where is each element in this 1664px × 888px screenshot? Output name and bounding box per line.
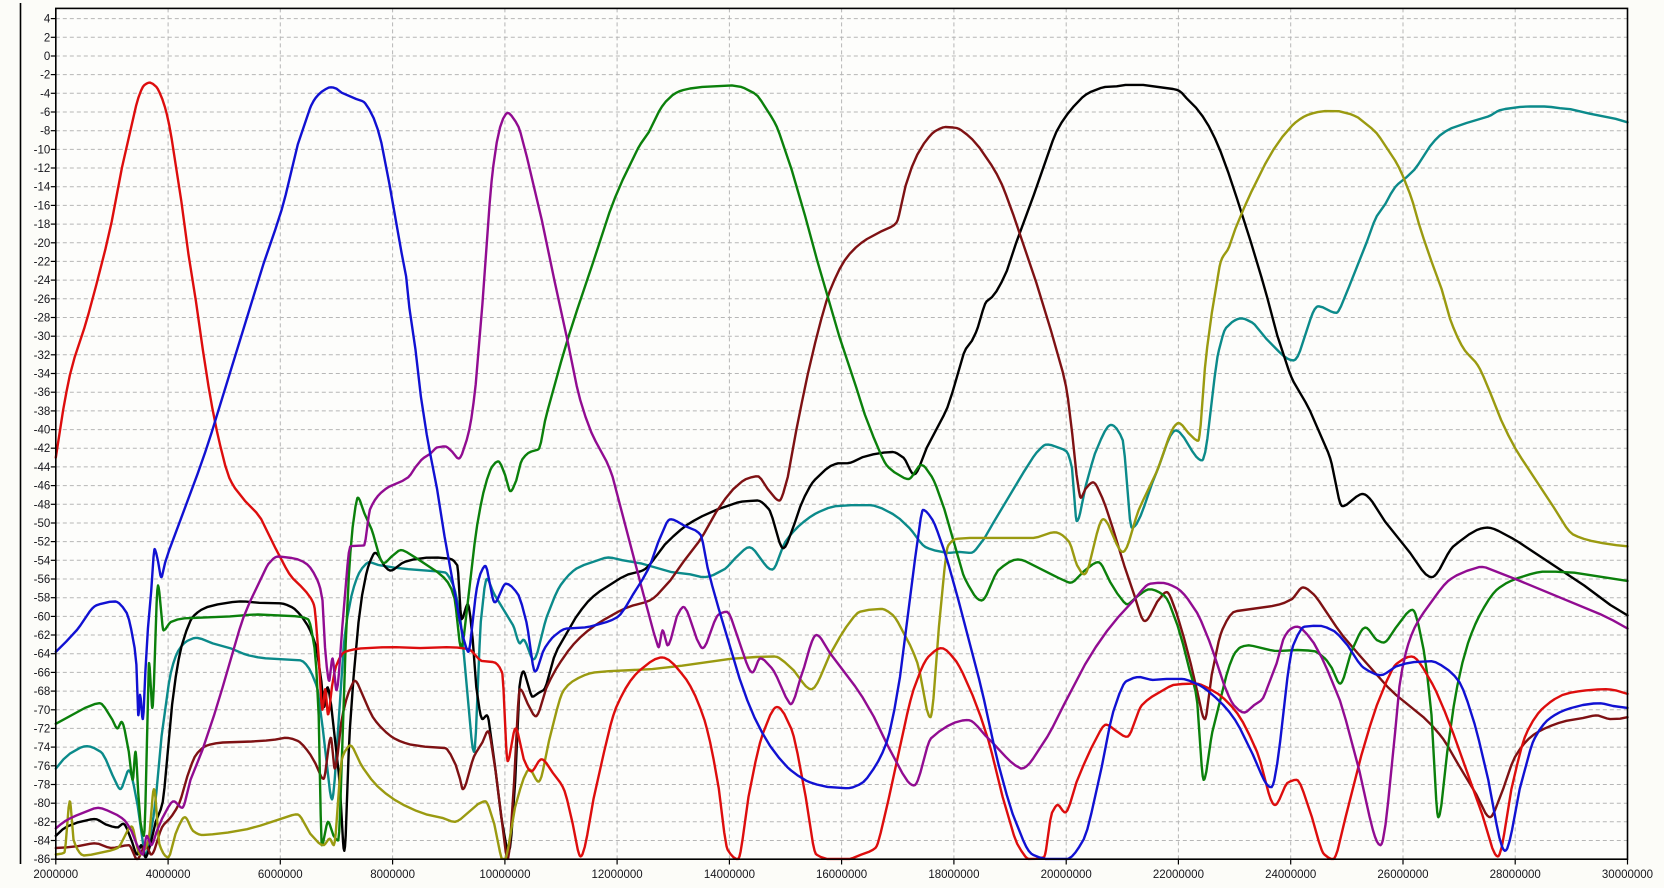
svg-text:-58: -58	[34, 593, 51, 605]
svg-text:-60: -60	[34, 611, 51, 623]
svg-text:-36: -36	[34, 387, 51, 399]
svg-text:14000000: 14000000	[704, 869, 755, 881]
svg-text:-86: -86	[34, 854, 51, 866]
svg-text:26000000: 26000000	[1377, 869, 1428, 881]
svg-text:-18: -18	[34, 219, 51, 231]
svg-text:6000000: 6000000	[258, 869, 303, 881]
svg-text:30000000: 30000000	[1602, 869, 1653, 881]
svg-text:12000000: 12000000	[592, 869, 643, 881]
svg-text:18000000: 18000000	[928, 869, 979, 881]
svg-text:4000000: 4000000	[146, 869, 191, 881]
svg-text:20000000: 20000000	[1041, 869, 1092, 881]
svg-text:-6: -6	[40, 107, 50, 119]
svg-text:-68: -68	[34, 686, 51, 698]
svg-text:-80: -80	[34, 798, 51, 810]
svg-text:-42: -42	[34, 443, 51, 455]
svg-text:22000000: 22000000	[1153, 869, 1204, 881]
svg-text:-44: -44	[34, 462, 51, 474]
svg-text:-70: -70	[34, 705, 51, 717]
svg-text:-14: -14	[34, 182, 51, 194]
svg-text:-12: -12	[34, 163, 51, 175]
svg-text:0: 0	[44, 51, 50, 63]
svg-text:8000000: 8000000	[370, 869, 415, 881]
svg-text:-64: -64	[34, 649, 51, 661]
svg-text:2000000: 2000000	[33, 869, 78, 881]
svg-text:-20: -20	[34, 238, 51, 250]
svg-text:-46: -46	[34, 481, 51, 493]
svg-text:-28: -28	[34, 313, 51, 325]
svg-text:-4: -4	[40, 88, 51, 100]
svg-text:-8: -8	[40, 126, 50, 138]
svg-text:-74: -74	[34, 742, 51, 754]
svg-text:-52: -52	[34, 537, 51, 549]
svg-text:-24: -24	[34, 275, 51, 287]
svg-text:-10: -10	[34, 144, 51, 156]
svg-text:-32: -32	[34, 350, 51, 362]
svg-text:-34: -34	[34, 369, 51, 381]
svg-text:-56: -56	[34, 574, 51, 586]
svg-text:16000000: 16000000	[816, 869, 867, 881]
svg-text:4: 4	[44, 14, 51, 26]
svg-text:28000000: 28000000	[1490, 869, 1541, 881]
svg-text:-22: -22	[34, 256, 51, 268]
svg-text:-26: -26	[34, 294, 51, 306]
svg-text:2: 2	[44, 32, 50, 44]
svg-text:-30: -30	[34, 331, 51, 343]
svg-text:-76: -76	[34, 761, 51, 773]
svg-text:10000000: 10000000	[479, 869, 530, 881]
svg-text:-16: -16	[34, 200, 51, 212]
svg-text:-62: -62	[34, 630, 51, 642]
svg-text:-54: -54	[34, 555, 51, 567]
svg-text:24000000: 24000000	[1265, 869, 1316, 881]
svg-text:-2: -2	[40, 70, 50, 82]
svg-text:-38: -38	[34, 406, 51, 418]
svg-text:-84: -84	[34, 836, 51, 848]
svg-text:-48: -48	[34, 499, 51, 511]
svg-text:-72: -72	[34, 723, 51, 735]
svg-text:-50: -50	[34, 518, 51, 530]
svg-text:-66: -66	[34, 667, 51, 679]
svg-text:-40: -40	[34, 425, 51, 437]
svg-text:-82: -82	[34, 817, 51, 829]
svg-text:-78: -78	[34, 780, 51, 792]
